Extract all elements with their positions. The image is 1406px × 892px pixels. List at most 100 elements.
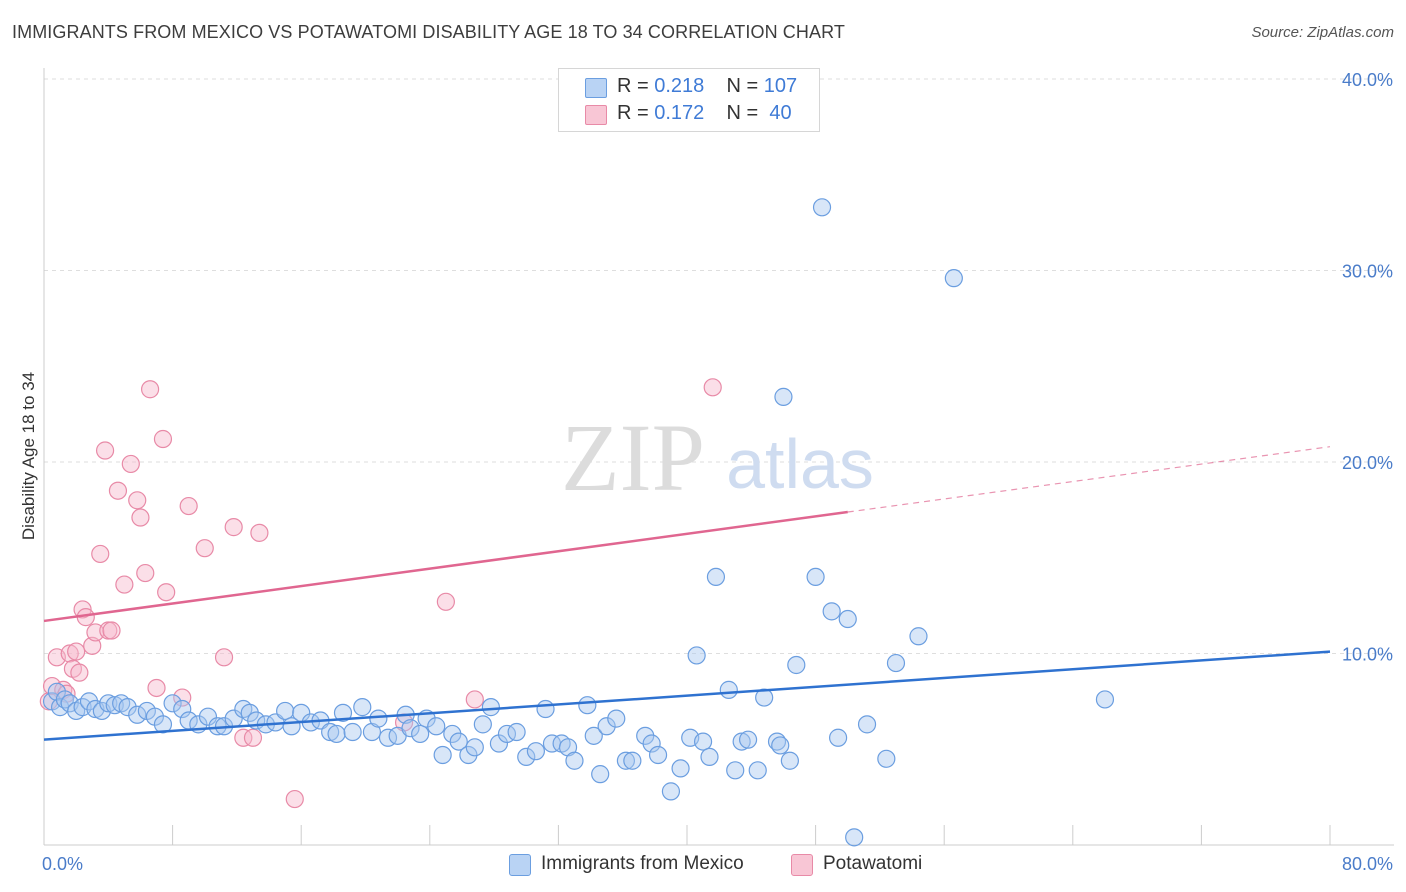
data-point-potawatomi bbox=[436, 592, 455, 611]
data-point-mexico bbox=[99, 694, 118, 713]
data-point-potawatomi bbox=[250, 523, 269, 542]
data-point-mexico bbox=[465, 738, 484, 757]
data-point-potawatomi bbox=[136, 563, 155, 583]
axes bbox=[43, 68, 1394, 846]
source-credit: Source: ZipAtlas.com bbox=[1251, 24, 1394, 41]
data-point-potawatomi bbox=[121, 454, 140, 474]
data-point-mexico bbox=[700, 747, 719, 767]
data-point-potawatomi bbox=[195, 539, 214, 558]
data-point-mexico bbox=[616, 751, 636, 770]
data-point-mexico bbox=[433, 745, 452, 765]
data-point-mexico bbox=[507, 722, 526, 742]
legend-r-value: 0.218 bbox=[654, 75, 705, 97]
data-point-mexico bbox=[173, 699, 192, 719]
data-point-mexico bbox=[565, 751, 584, 770]
data-point-mexico bbox=[726, 761, 745, 780]
data-point-mexico bbox=[822, 602, 841, 621]
data-point-potawatomi bbox=[102, 621, 121, 640]
trend-line-potawatomi bbox=[43, 510, 848, 623]
y-tick-label: 30.0% bbox=[1342, 262, 1393, 282]
legend-swatch-pink bbox=[585, 105, 607, 125]
legend-n-label: N = bbox=[726, 75, 764, 97]
data-point-mexico bbox=[578, 696, 597, 715]
data-point-mexico bbox=[623, 751, 642, 770]
y-axis-label: Disability Age 18 to 34 bbox=[19, 372, 38, 540]
data-point-mexico bbox=[118, 698, 137, 717]
data-point-mexico bbox=[401, 719, 420, 738]
data-point-potawatomi bbox=[179, 496, 198, 516]
data-point-mexico bbox=[806, 567, 825, 587]
data-point-mexico bbox=[369, 709, 388, 728]
legend-label: Immigrants from Mexico bbox=[541, 853, 744, 874]
data-point-mexico bbox=[944, 269, 963, 288]
data-point-mexico bbox=[642, 734, 661, 753]
data-point-potawatomi bbox=[157, 583, 176, 602]
data-point-mexico bbox=[198, 707, 218, 726]
data-point-potawatomi bbox=[234, 728, 253, 747]
data-point-mexico bbox=[153, 715, 173, 734]
data-point-mexico bbox=[886, 653, 906, 673]
data-point-mexico bbox=[693, 732, 713, 751]
data-point-potawatomi bbox=[60, 644, 79, 663]
y-tick-label: 10.0% bbox=[1342, 645, 1393, 665]
data-point-mexico bbox=[1095, 690, 1115, 709]
legend-swatch-blue bbox=[585, 78, 607, 98]
data-point-mexico bbox=[812, 198, 832, 217]
x-tick-label: 80.0% bbox=[1342, 854, 1393, 874]
data-point-mexico bbox=[591, 765, 610, 784]
series-immigrants-from-mexico bbox=[42, 198, 1115, 847]
data-point-mexico bbox=[771, 736, 790, 755]
legend-r-label: R = bbox=[617, 75, 655, 97]
data-point-mexico bbox=[877, 749, 896, 768]
data-point-potawatomi bbox=[285, 789, 304, 809]
data-point-mexico bbox=[597, 717, 616, 736]
legend-swatch-blue bbox=[509, 854, 531, 876]
data-point-potawatomi bbox=[131, 508, 150, 527]
data-point-mexico bbox=[327, 724, 346, 744]
data-point-potawatomi bbox=[91, 544, 110, 564]
y-tick-label: 20.0% bbox=[1342, 453, 1393, 473]
trend-lines bbox=[43, 446, 1331, 741]
data-point-potawatomi bbox=[83, 636, 102, 655]
data-point-mexico bbox=[706, 567, 726, 587]
data-point-mexico bbox=[780, 751, 799, 770]
data-point-mexico bbox=[845, 828, 864, 847]
data-point-mexico bbox=[838, 609, 857, 629]
data-point-potawatomi bbox=[42, 676, 62, 696]
data-point-mexico bbox=[276, 701, 295, 721]
series-potawatomi bbox=[39, 378, 722, 809]
data-point-mexico bbox=[774, 387, 793, 406]
data-point-mexico bbox=[473, 715, 492, 734]
y-tick-label: 40.0% bbox=[1342, 70, 1393, 90]
legend-r-label: R = bbox=[617, 102, 655, 124]
data-point-mexico bbox=[411, 724, 430, 744]
data-point-mexico bbox=[128, 705, 147, 724]
data-point-mexico bbox=[787, 655, 806, 675]
data-point-mexico bbox=[909, 627, 928, 646]
chart-title: IMMIGRANTS FROM MEXICO VS POTAWATOMI DIS… bbox=[12, 22, 845, 42]
legend-n-label: N = bbox=[726, 102, 764, 124]
data-point-potawatomi bbox=[214, 648, 234, 667]
watermark-atlas: atlas bbox=[726, 425, 874, 503]
trend-line-mexico bbox=[43, 650, 1331, 741]
x-tick-label: 0.0% bbox=[42, 854, 83, 874]
data-point-mexico bbox=[661, 782, 681, 801]
data-point-mexico bbox=[321, 722, 340, 742]
legend-swatch-pink bbox=[791, 854, 813, 876]
data-point-mexico bbox=[687, 646, 706, 665]
correlation-legend: R = 0.218 N = 107 R = 0.172 N = 40 bbox=[558, 68, 820, 132]
gridlines bbox=[44, 78, 1394, 654]
data-point-mexico bbox=[671, 759, 690, 778]
data-point-mexico bbox=[607, 709, 626, 728]
data-point-mexico bbox=[584, 726, 603, 745]
data-point-potawatomi bbox=[243, 728, 263, 747]
data-point-mexico bbox=[481, 698, 500, 717]
data-point-mexico bbox=[738, 730, 758, 749]
data-point-potawatomi bbox=[465, 690, 484, 709]
data-point-potawatomi bbox=[67, 642, 86, 661]
legend-r-value: 0.172 bbox=[654, 102, 705, 124]
data-point-mexico bbox=[163, 694, 182, 713]
data-point-mexico bbox=[517, 747, 536, 767]
data-point-mexico bbox=[755, 688, 774, 707]
